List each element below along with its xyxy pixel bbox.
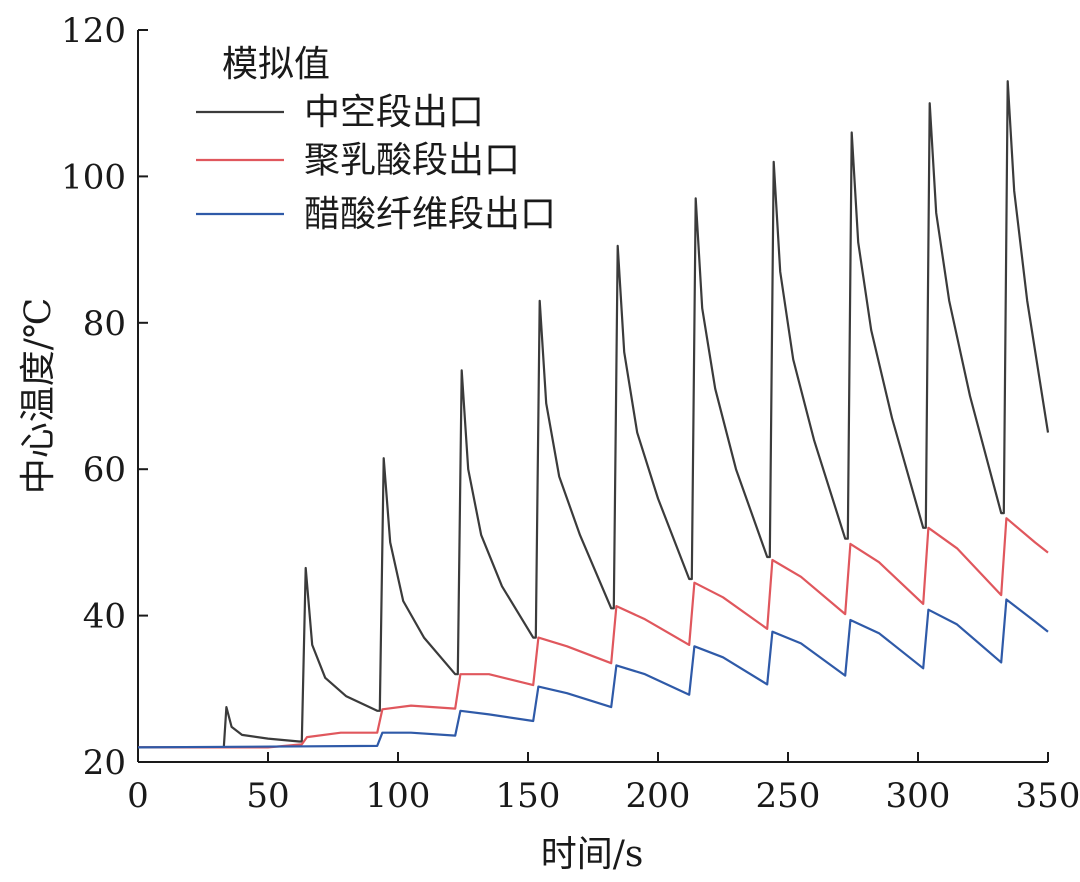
x-tick-label: 150 <box>496 776 561 816</box>
series-line-3 <box>137 598 1049 749</box>
axes: 0 50 100 150 200 250 300 350 20 40 60 80 100 120 <box>61 11 1080 816</box>
y-tick-label: 40 <box>83 597 126 637</box>
x-tick-label: 350 <box>1016 776 1080 816</box>
y-tick-label: 80 <box>83 304 126 344</box>
legend-label-3: 醋酸纤维段出口 <box>304 194 556 235</box>
x-tick-label: 0 <box>127 776 149 816</box>
legend-label-1: 中空段出口 <box>304 92 484 133</box>
x-axis-title: 时间/s <box>541 834 644 875</box>
x-tick-label: 50 <box>246 776 289 816</box>
series-line-2 <box>138 517 1049 749</box>
legend-label-2: 聚乳酸段出口 <box>304 140 520 181</box>
x-tick-label: 250 <box>756 776 821 816</box>
legend-title: 模拟值 <box>222 44 330 85</box>
series-line-1 <box>138 80 1050 749</box>
x-tick-label: 100 <box>366 776 431 816</box>
y-tick-label: 100 <box>61 157 126 197</box>
series-layer <box>137 80 1050 749</box>
y-tick-label: 120 <box>61 11 126 51</box>
x-tick-label: 300 <box>886 776 951 816</box>
x-tick-label: 200 <box>626 776 691 816</box>
y-axis-title: 中心温度/℃ <box>18 298 59 494</box>
y-tick-label: 60 <box>83 450 126 490</box>
y-tick-label: 20 <box>83 743 126 783</box>
